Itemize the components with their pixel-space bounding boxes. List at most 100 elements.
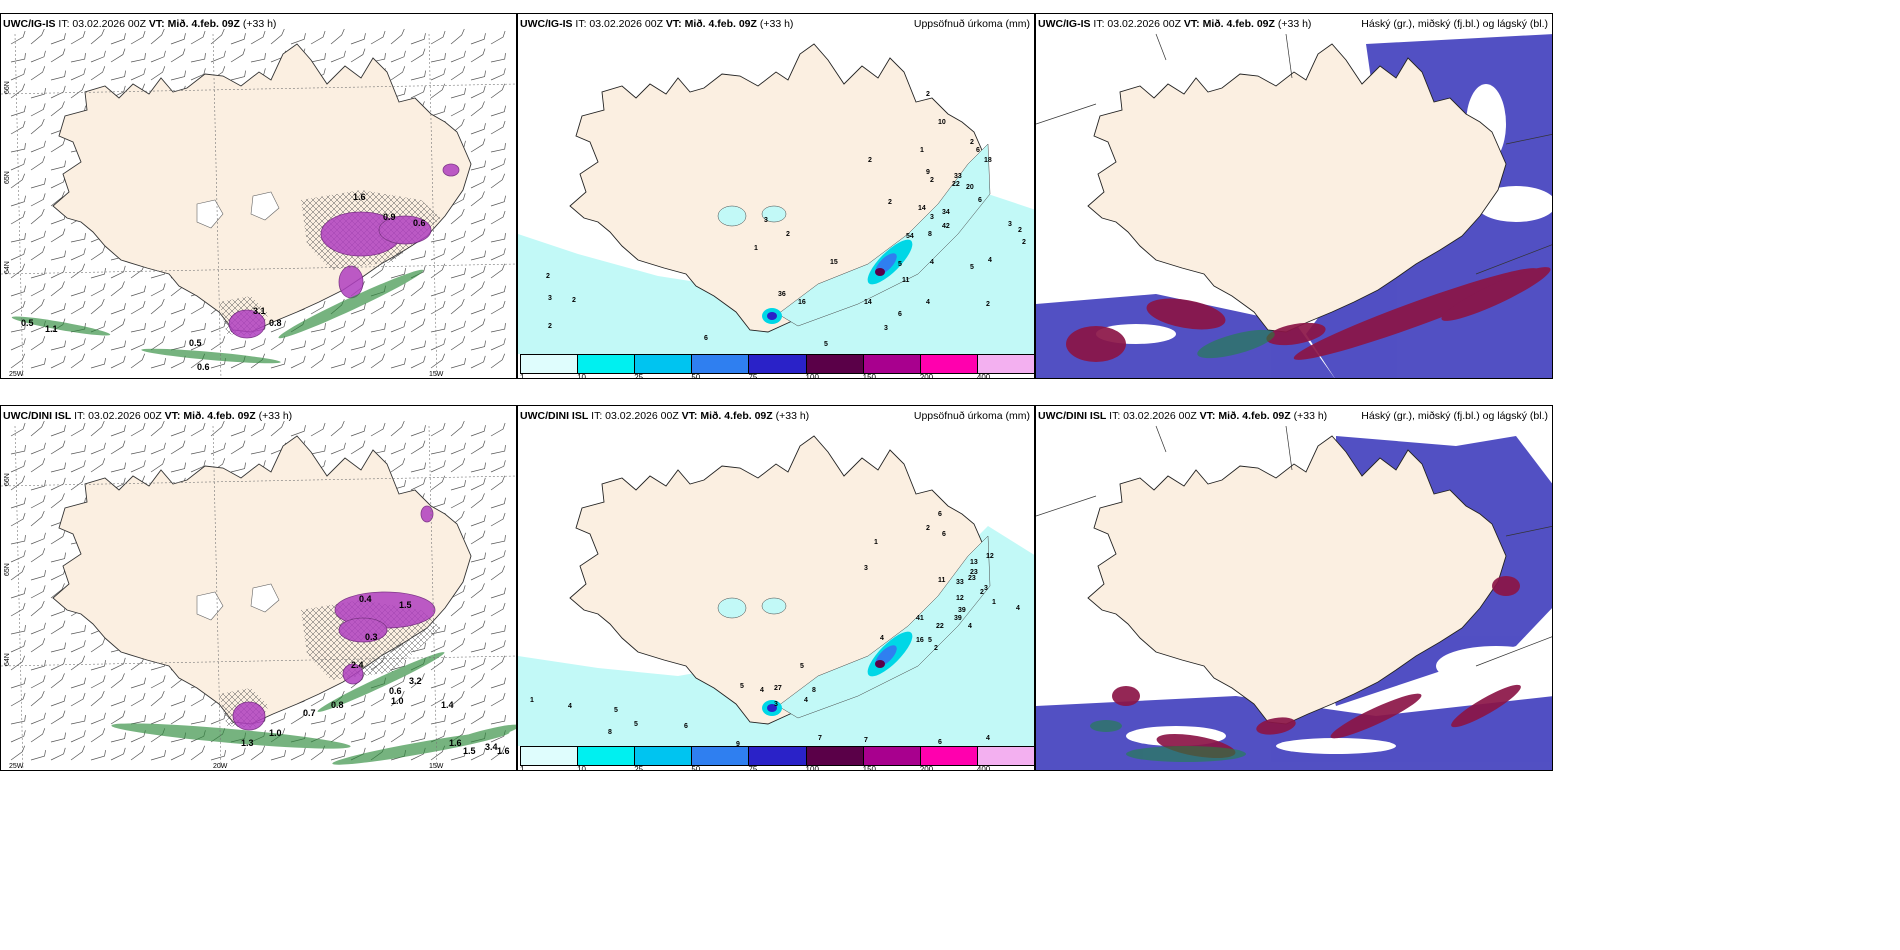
colorbar-label: 400: [976, 765, 991, 771]
projection-line: [1285, 33, 1293, 79]
precip-value-label: 4: [926, 299, 930, 306]
wind-barb: [250, 30, 266, 45]
wind-barb: [50, 138, 66, 153]
lat-label: 64N: [4, 653, 11, 666]
wind-barb: [390, 442, 406, 455]
wind-barb: [490, 173, 506, 189]
wind-barb: [70, 475, 86, 491]
colorbar-label: 100: [805, 373, 819, 379]
colorbar-label: 150: [862, 765, 877, 771]
wind-barb: [90, 420, 105, 437]
meridian-line: [14, 425, 24, 770]
wind-barb: [490, 120, 506, 135]
wind-barb: [70, 625, 86, 635]
precip-area: [717, 205, 747, 227]
precip-value-label: 4: [760, 687, 764, 694]
wind-barb: [150, 336, 166, 351]
graticule: [1, 425, 516, 770]
wind-barb: [450, 358, 466, 369]
wind-barb: [410, 710, 426, 725]
wind-barb: [270, 712, 286, 725]
wind-barb: [350, 318, 366, 333]
graticule: [1, 33, 516, 378]
precip-value-label: 18: [984, 157, 992, 164]
wind-barb: [390, 712, 406, 725]
value-label: 0.6: [197, 362, 210, 372]
precip-value-label: 13: [970, 559, 978, 566]
wind-barb: [330, 728, 346, 743]
colorbar-swatch: [920, 747, 978, 765]
wind-barb: [30, 622, 46, 635]
wind-barb: [470, 552, 486, 563]
precip-value-label: 16: [798, 299, 806, 306]
lat-label: 65N: [4, 563, 11, 576]
precip-value-label: 5: [970, 264, 974, 271]
wind-barb: [50, 85, 66, 99]
wind-barb: [250, 338, 266, 351]
wind-barb: [170, 425, 186, 437]
wind-barb: [130, 338, 146, 351]
wind-layer: 66N 65N 64N 25W 15W 0.5 1.1 0.5 0.6 0.83.1 1.6 0.9 0…: [1, 28, 516, 378]
rain-area: [11, 316, 111, 336]
wind-barb: [390, 50, 406, 63]
precip-value-label: 4: [804, 697, 808, 704]
wind-barb: [90, 50, 106, 63]
wind-barb: [150, 50, 166, 63]
precip-value-label: 2: [888, 199, 892, 206]
wind-barb: [230, 425, 246, 437]
wind-barb: [470, 48, 486, 63]
wind-barb: [50, 281, 65, 297]
wind-barb: [490, 300, 506, 315]
wind-barb: [490, 535, 506, 545]
precip-value-label: 12: [986, 553, 994, 560]
wind-barb: [110, 33, 126, 45]
wind-barb: [430, 677, 446, 689]
precip-value-label: 22: [936, 623, 944, 630]
precip-area: [777, 143, 991, 327]
wind-barb: [170, 303, 186, 315]
wind-barb: [90, 442, 106, 455]
wind-barb: [190, 30, 206, 45]
value-label: 1.6: [497, 746, 510, 756]
wind-barb: [290, 747, 306, 761]
precip-value-label: 5: [824, 341, 828, 348]
precip-value-label: 5: [928, 637, 932, 644]
projection-line: [1036, 495, 1097, 517]
wind-barb: [70, 30, 86, 45]
wind-barb: [150, 690, 165, 707]
wind-barb: [470, 85, 486, 99]
wind-barb: [330, 50, 346, 63]
precip-value-label: 3: [1008, 221, 1012, 228]
wind-barb: [390, 283, 406, 297]
value-label: 1.4: [441, 700, 454, 710]
wind-barb: [70, 83, 86, 99]
wind-barb: [10, 248, 26, 261]
wind-barb: [190, 692, 206, 707]
wind-barb: [110, 440, 126, 455]
wind-barb: [50, 552, 66, 563]
wind-barb: [170, 440, 186, 455]
wind-barb: [430, 83, 446, 99]
projection-line: [1155, 33, 1167, 61]
colorbar-label: 400: [976, 373, 991, 379]
wind-barb: [190, 323, 206, 333]
wind-barb: [130, 30, 146, 45]
wind-barb: [490, 565, 506, 581]
wind-barb: [10, 53, 26, 63]
colorbar-label: 10: [577, 373, 587, 379]
wind-barb: [30, 140, 46, 153]
wind-barb: [450, 283, 466, 297]
precip-value-label: 5: [634, 721, 638, 728]
wind-barb: [170, 462, 186, 473]
wind-barb: [370, 353, 386, 369]
glacier: [196, 591, 224, 621]
wind-barb: [470, 303, 486, 315]
wind-barb: [190, 715, 206, 725]
wind-barb: [30, 442, 46, 455]
wind-barb: [150, 320, 166, 333]
wind-barb: [430, 53, 446, 63]
wind-barb: [490, 655, 506, 671]
wind-barb: [470, 583, 485, 599]
